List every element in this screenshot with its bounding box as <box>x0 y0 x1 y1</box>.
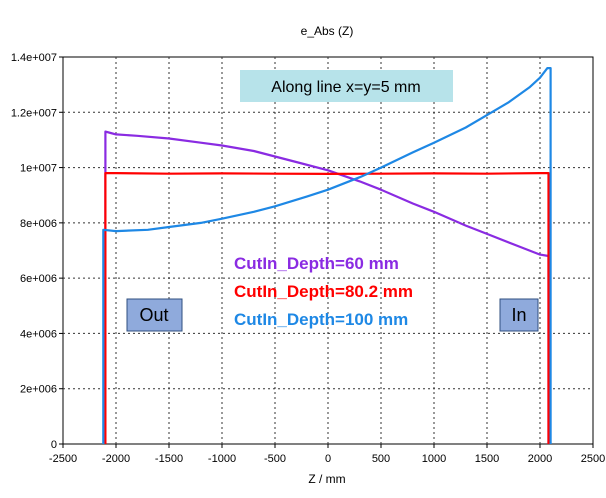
series-layer <box>102 66 552 444</box>
side-label-right: In <box>499 298 539 332</box>
annotation-text: Along line x=y=5 mm <box>271 79 420 96</box>
series-line-60mm <box>104 130 550 444</box>
y-tick-label: 0 <box>51 439 57 451</box>
x-axis-ticks: -2500 -2000 -1500 -1000 -500 0 500 1000 1500 2000… <box>49 444 605 465</box>
y-tick-label: 1e+007 <box>20 163 57 175</box>
x-tick-label: -2000 <box>102 453 130 465</box>
y-tick-label: 4e+006 <box>20 328 57 340</box>
x-tick-label: 1500 <box>475 453 499 465</box>
series-line-80mm <box>104 172 550 444</box>
side-label-right-text: In <box>511 305 526 325</box>
x-tick-label: 0 <box>325 453 331 465</box>
x-tick-label: -2500 <box>49 453 77 465</box>
side-label-right-box <box>499 298 539 332</box>
annotation-background <box>240 70 453 102</box>
y-tick-label: 8e+006 <box>20 218 57 230</box>
x-tick-label: 2000 <box>528 453 552 465</box>
chart-title: e_Abs (Z) <box>301 24 354 38</box>
x-tick-label: -500 <box>264 453 286 465</box>
x-tick-label: 500 <box>372 453 390 465</box>
x-axis-label: Z / mm <box>308 472 345 486</box>
x-tick-label: -1500 <box>155 453 183 465</box>
legend-entry-60mm: CutIn_Depth=60 mm <box>234 254 399 273</box>
y-tick-label: 6e+006 <box>20 273 57 285</box>
legend-entry-100mm: CutIn_Depth=100 mm <box>234 310 408 329</box>
side-label-left-box <box>126 298 183 332</box>
grid-lines <box>63 57 593 444</box>
x-tick-label: 1000 <box>422 453 446 465</box>
legend-entry-80mm: CutIn_Depth=80.2 mm <box>234 282 413 301</box>
y-axis-ticks: 0 2e+006 4e+006 6e+006 8e+006 1e+007 1.2e+007 1… <box>11 52 63 451</box>
x-tick-label: 2500 <box>581 453 605 465</box>
series-line-100mm <box>102 66 552 444</box>
plot-area <box>62 56 594 445</box>
y-tick-label: 1.2e+007 <box>11 107 57 119</box>
legend: CutIn_Depth=60 mm CutIn_Depth=80.2 mm Cu… <box>234 254 413 329</box>
y-tick-label: 2e+006 <box>20 384 57 396</box>
y-tick-label: 1.4e+007 <box>11 52 57 64</box>
annotation-box: Along line x=y=5 mm <box>240 70 453 102</box>
side-label-left-text: Out <box>139 305 168 325</box>
side-label-left: Out <box>126 298 183 332</box>
x-tick-label: -1000 <box>208 453 236 465</box>
